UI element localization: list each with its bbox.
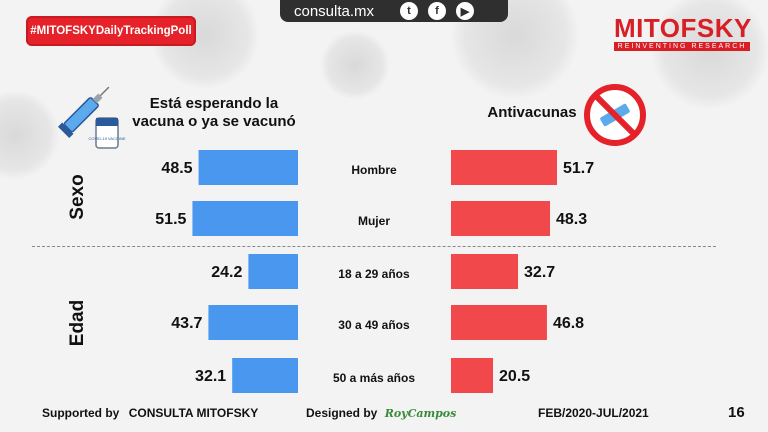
virus-decoration (650, 0, 768, 110)
vaccine-label: COVID-19 VACCINE (88, 136, 125, 141)
category-label-3: 30 a 49 años (338, 318, 410, 332)
brand-name: MITOFSKY (614, 13, 752, 43)
syringe-icon: COVID-19 VACCINE (57, 86, 126, 149)
page-number: 16 (728, 404, 745, 421)
bar-right-4 (451, 358, 494, 393)
data-label-right-3: 46.8 (553, 315, 584, 332)
top-bar: consulta.mx t f ▶ (280, 0, 508, 22)
supported-by: Supported by CONSULTA MITOFSKY (42, 406, 258, 420)
category-label-1: Mujer (358, 214, 390, 228)
no-vaccine-icon (584, 84, 646, 146)
brand-tagline: REINVENTING RESEARCH (614, 42, 750, 51)
supported-name: CONSULTA MITOFSKY (128, 406, 259, 420)
series-header-right: Antivacunas (487, 104, 577, 121)
data-label-left-3: 43.7 (171, 315, 202, 332)
designed-by: Designed by RoyCampos (306, 406, 456, 420)
youtube-icon[interactable]: ▶ (456, 2, 474, 20)
data-label-left-1: 51.5 (155, 211, 186, 228)
supported-label: Supported by (42, 406, 120, 420)
designed-label: Designed by (306, 406, 378, 420)
bar-left-0 (198, 150, 298, 185)
designer-name: RoyCampos (384, 407, 457, 420)
brand-logo: MITOFSKY REINVENTING RESEARCH (614, 13, 752, 51)
hashtag-badge: #MITOFSKYDailyTrackingPoll (26, 16, 196, 46)
bar-right-1 (451, 201, 551, 236)
data-label-right-1: 48.3 (556, 211, 587, 228)
bar-right-3 (451, 305, 547, 340)
data-label-left-0: 48.5 (161, 160, 192, 177)
bar-left-3 (208, 305, 298, 340)
facebook-icon[interactable]: f (428, 2, 446, 20)
site-link[interactable]: consulta.mx (294, 2, 375, 20)
bar-left-1 (192, 201, 298, 236)
data-label-right-2: 32.7 (524, 264, 555, 281)
category-label-2: 18 a 29 años (338, 267, 410, 281)
category-label-4: 50 a más años (333, 371, 415, 385)
data-label-right-4: 20.5 (499, 368, 530, 385)
data-label-left-4: 32.1 (195, 368, 226, 385)
bar-left-2 (248, 254, 298, 289)
series-header-left: Está esperando la vacuna o ya se vacunó (132, 95, 296, 130)
data-label-left-2: 24.2 (211, 264, 242, 281)
twitter-icon[interactable]: t (400, 2, 418, 20)
bar-left-4 (232, 358, 298, 393)
data-label-right-0: 51.7 (563, 160, 594, 177)
date-range: FEB/2020-JUL/2021 (538, 406, 649, 420)
bar-right-2 (451, 254, 519, 289)
bar-right-0 (451, 150, 557, 185)
virus-decoration (320, 30, 390, 100)
category-label-0: Hombre (351, 163, 397, 177)
group-separator (32, 246, 716, 247)
